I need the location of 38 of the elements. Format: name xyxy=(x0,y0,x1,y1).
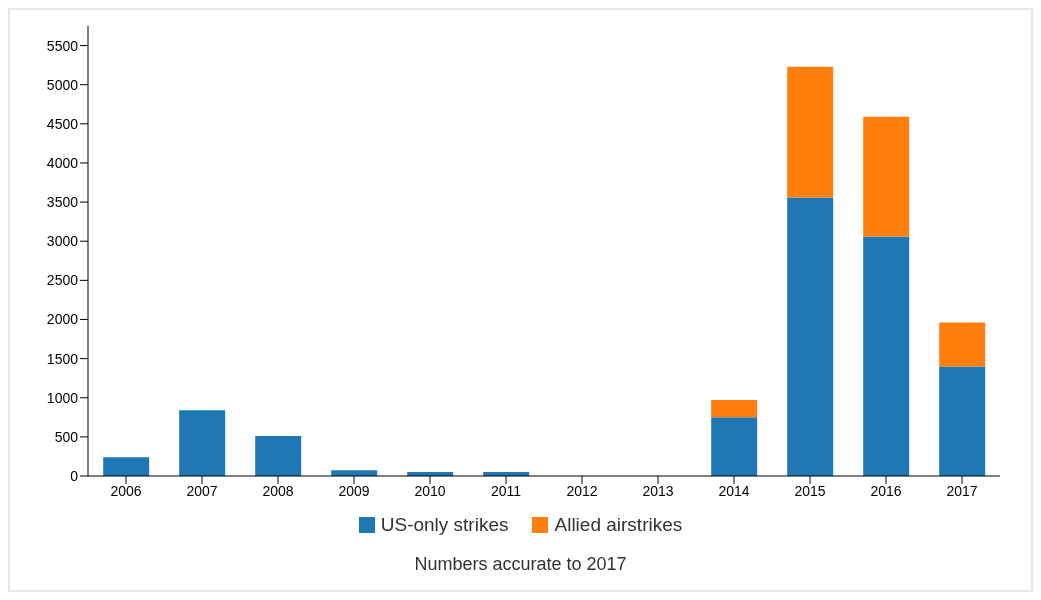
y-tick-label: 500 xyxy=(54,428,79,445)
x-tick-label: 2017 xyxy=(946,482,978,499)
bar xyxy=(787,66,834,198)
x-tick-label: 2014 xyxy=(718,482,750,499)
legend-label: Allied airstrikes xyxy=(553,514,683,536)
y-tick-label: 4000 xyxy=(46,154,79,171)
y-tick-label: 2500 xyxy=(46,272,79,289)
x-tick-label: 2006 xyxy=(110,482,142,499)
bar xyxy=(179,410,226,476)
x-tick-label: 2016 xyxy=(870,482,902,499)
y-tick-label: 5000 xyxy=(46,76,79,93)
bar xyxy=(863,116,910,237)
bar xyxy=(939,322,986,367)
y-tick-label: 1500 xyxy=(46,350,79,367)
bar xyxy=(255,436,302,476)
y-tick-label: 2000 xyxy=(46,311,79,328)
bar xyxy=(711,400,758,418)
x-tick-label: 2009 xyxy=(338,482,370,499)
y-tick-label: 4500 xyxy=(46,115,79,132)
bar xyxy=(863,236,910,476)
x-tick-label: 2015 xyxy=(794,482,826,499)
y-tick-label: 0 xyxy=(70,467,79,484)
y-tick-label: 3000 xyxy=(46,233,79,250)
y-tick-label: 5500 xyxy=(46,37,79,54)
bar xyxy=(711,417,758,476)
y-tick-label: 3500 xyxy=(46,194,79,211)
x-tick-label: 2007 xyxy=(186,482,218,499)
text: Numbers accurate to 2017 xyxy=(413,554,628,575)
legend-label: US-only strikes xyxy=(379,514,509,536)
bar xyxy=(103,457,150,476)
x-tick-label: 2011 xyxy=(490,482,522,499)
x-tick-label: 2010 xyxy=(414,482,446,499)
bar xyxy=(939,366,986,476)
bar xyxy=(787,197,834,476)
y-tick-label: 1000 xyxy=(46,389,79,406)
x-tick-label: 2012 xyxy=(566,482,598,499)
x-tick-label: 2013 xyxy=(642,482,674,499)
x-tick-label: 2008 xyxy=(262,482,294,499)
